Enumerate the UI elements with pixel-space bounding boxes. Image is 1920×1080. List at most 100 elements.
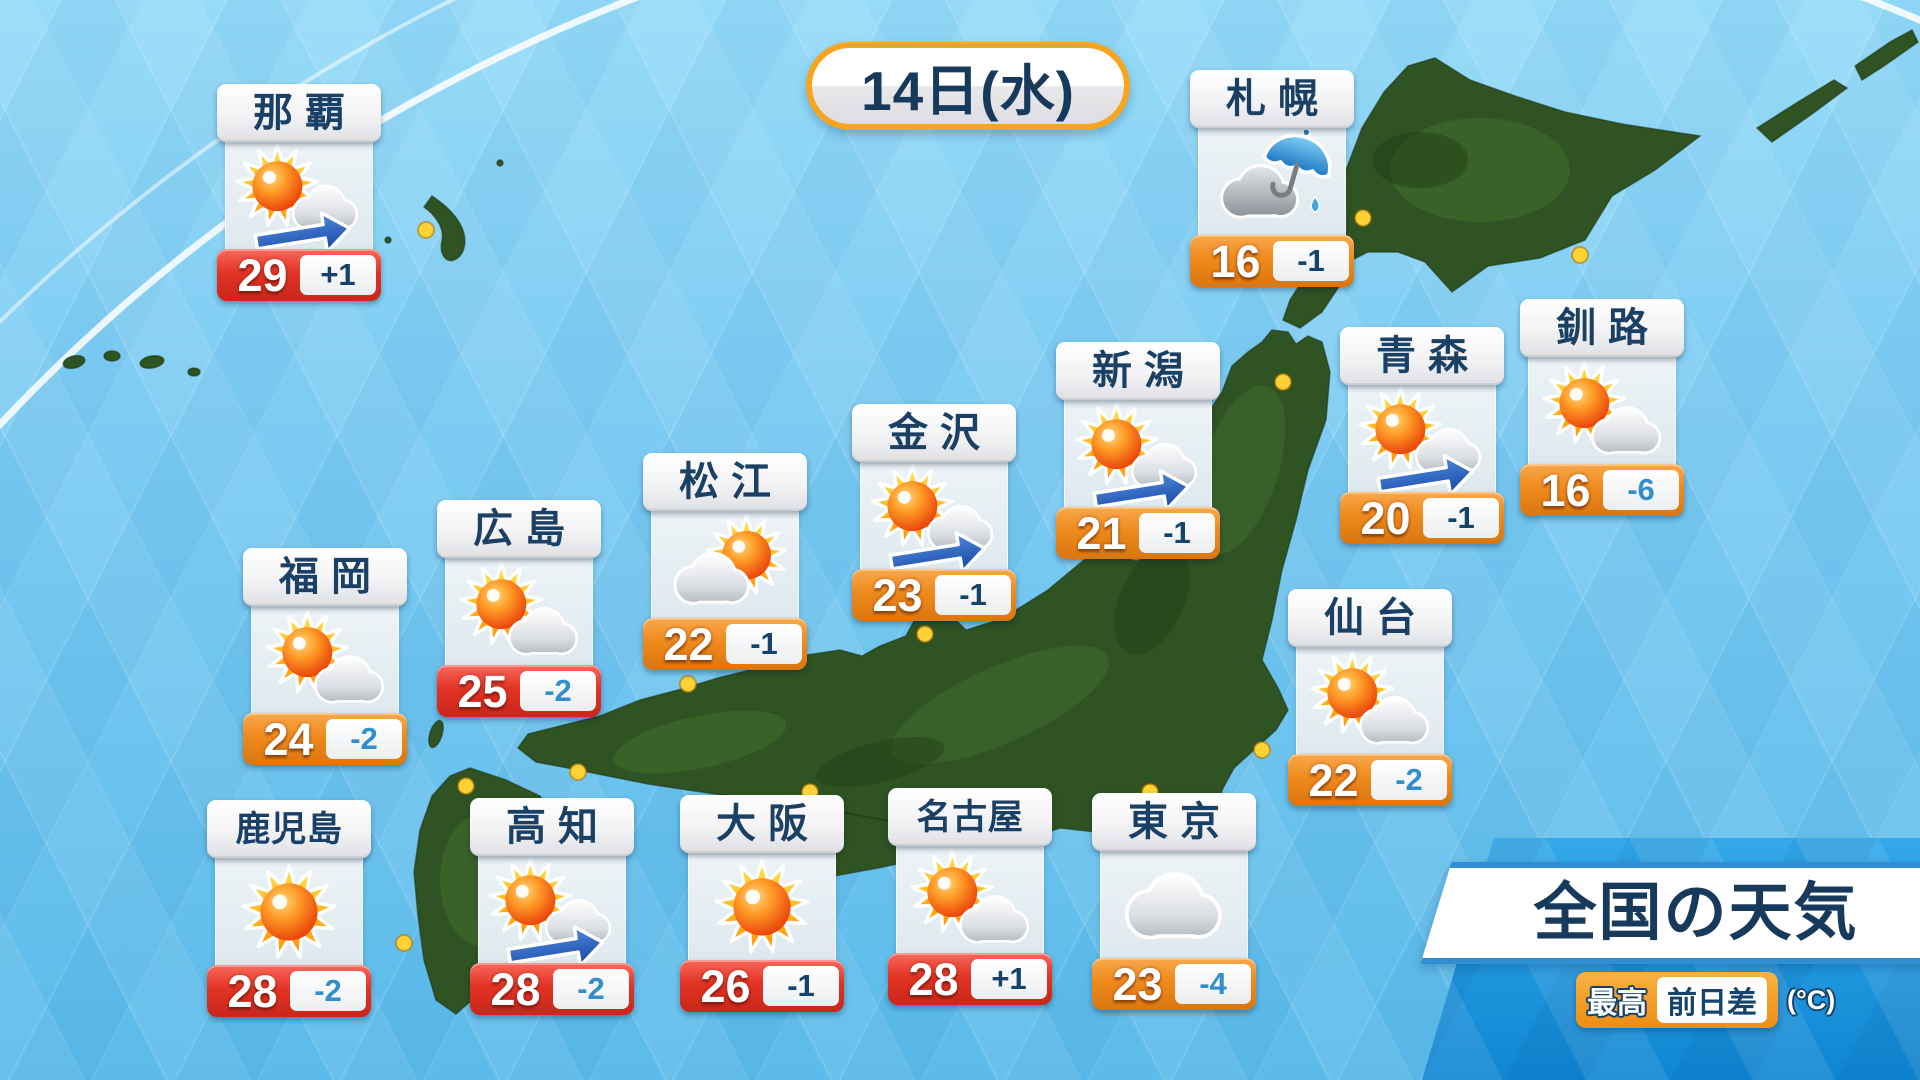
sun-and-cloud-icon bbox=[265, 610, 385, 704]
legend-diff-label: 前日差 bbox=[1657, 977, 1767, 1023]
legend-max-label: 最高 bbox=[1587, 987, 1647, 1020]
city-weather-card: 那覇 29 +1 bbox=[217, 84, 381, 301]
temp-diff-badge: -2 bbox=[1371, 760, 1447, 800]
cloudy-with-umbrella-icon bbox=[1220, 128, 1332, 219]
city-name-header: 新潟 bbox=[1056, 342, 1220, 400]
temp-diff-badge: +1 bbox=[971, 959, 1047, 999]
city-name: 釧路 bbox=[1556, 306, 1660, 350]
city-weather-card: 金沢 23 -1 bbox=[852, 404, 1016, 621]
weather-icon-area bbox=[1296, 642, 1444, 760]
max-temperature: 21 bbox=[1076, 507, 1127, 559]
city-name-header: 仙台 bbox=[1288, 589, 1452, 647]
weather-icon-area bbox=[215, 853, 363, 971]
temp-diff-badge: -2 bbox=[553, 969, 629, 1009]
weather-icon-area bbox=[1198, 123, 1346, 241]
temp-diff-badge: -2 bbox=[326, 719, 402, 759]
temp-diff-badge: -1 bbox=[1423, 498, 1499, 538]
city-location-dot bbox=[569, 763, 587, 781]
temperature-bar: 16 -6 bbox=[1520, 464, 1684, 516]
city-name-header: 鹿児島 bbox=[207, 800, 371, 858]
city-name: 大阪 bbox=[716, 802, 820, 846]
page-title: 全国の天気 bbox=[1533, 878, 1859, 948]
sun-and-cloud-icon bbox=[910, 850, 1030, 944]
max-temperature: 26 bbox=[700, 960, 751, 1012]
temp-diff-badge: -1 bbox=[935, 575, 1011, 615]
temperature-bar: 20 -1 bbox=[1340, 492, 1504, 544]
weather-icon-area bbox=[860, 457, 1008, 575]
city-name-header: 松江 bbox=[643, 453, 807, 511]
temp-diff-badge: -4 bbox=[1175, 964, 1251, 1004]
island-landmass bbox=[187, 367, 201, 377]
legend-pill: 最高 前日差 bbox=[1576, 972, 1778, 1028]
sun-then-cloud-icon bbox=[235, 144, 359, 251]
weather-icon-area bbox=[1064, 395, 1212, 513]
city-name: 金沢 bbox=[888, 411, 992, 455]
island-landmass bbox=[62, 354, 86, 370]
sun-then-cloud-icon bbox=[488, 858, 612, 965]
temperature-bar: 29 +1 bbox=[217, 249, 381, 301]
city-location-dot bbox=[1354, 209, 1372, 227]
max-temperature: 20 bbox=[1360, 492, 1411, 544]
city-name: 広島 bbox=[473, 507, 577, 551]
sunny-icon bbox=[714, 859, 810, 954]
city-name-header: 福岡 bbox=[243, 548, 407, 606]
weather-icon-area bbox=[1348, 380, 1496, 498]
sun-then-cloud-icon bbox=[1358, 387, 1482, 494]
weather-icon-area bbox=[478, 851, 626, 969]
temperature-bar: 28 -2 bbox=[470, 963, 634, 1015]
city-location-dot bbox=[916, 625, 934, 643]
max-temperature: 28 bbox=[227, 965, 278, 1017]
city-name: 東京 bbox=[1128, 800, 1232, 844]
city-weather-card: 大阪 26 -1 bbox=[680, 795, 844, 1012]
city-name: 青森 bbox=[1376, 334, 1480, 378]
temperature-bar: 25 -2 bbox=[437, 665, 601, 717]
temperature-bar: 22 -2 bbox=[1288, 754, 1452, 806]
max-temperature: 24 bbox=[263, 713, 314, 765]
island-landmass bbox=[1755, 79, 1849, 143]
city-weather-card: 札幌 16 -1 bbox=[1190, 70, 1354, 287]
city-location-dot bbox=[679, 675, 697, 693]
city-weather-card: 鹿児島 28 -2 bbox=[207, 800, 371, 1017]
city-name: 名古屋 bbox=[916, 797, 1024, 837]
island-landmass bbox=[139, 354, 165, 370]
city-weather-card: 福岡 24 -2 bbox=[243, 548, 407, 765]
temperature-legend: 最高 前日差 (°C) bbox=[1576, 972, 1835, 1028]
island-landmass bbox=[1854, 28, 1919, 82]
city-weather-card: 広島 25 -2 bbox=[437, 500, 601, 717]
city-location-dot bbox=[417, 221, 435, 239]
weather-icon-area bbox=[225, 137, 373, 255]
city-weather-card: 名古屋 28 +1 bbox=[888, 788, 1052, 1005]
weather-icon-area bbox=[651, 506, 799, 624]
sun-then-cloud-icon bbox=[870, 464, 994, 571]
weather-icon-area bbox=[445, 553, 593, 671]
temp-diff-badge: -1 bbox=[763, 966, 839, 1006]
city-weather-card: 新潟 21 -1 bbox=[1056, 342, 1220, 559]
city-name-header: 金沢 bbox=[852, 404, 1016, 462]
city-weather-card: 青森 20 -1 bbox=[1340, 327, 1504, 544]
temp-diff-badge: -1 bbox=[1273, 241, 1349, 281]
temperature-bar: 21 -1 bbox=[1056, 507, 1220, 559]
temperature-bar: 16 -1 bbox=[1190, 235, 1354, 287]
temp-diff-badge: +1 bbox=[300, 255, 376, 295]
city-name-header: 東京 bbox=[1092, 793, 1256, 851]
city-name: 福岡 bbox=[279, 555, 383, 599]
city-name: 松江 bbox=[679, 460, 783, 504]
city-weather-card: 松江 22 -1 bbox=[643, 453, 807, 670]
city-name: 高知 bbox=[506, 805, 610, 849]
max-temperature: 22 bbox=[663, 618, 714, 670]
max-temperature: 25 bbox=[457, 665, 508, 717]
weather-icon-area bbox=[1100, 846, 1248, 964]
max-temperature: 23 bbox=[872, 569, 923, 621]
city-name: 札幌 bbox=[1226, 77, 1330, 121]
city-name-header: 那覇 bbox=[217, 84, 381, 142]
temperature-bar: 23 -4 bbox=[1092, 958, 1256, 1010]
city-weather-card: 仙台 22 -2 bbox=[1288, 589, 1452, 806]
legend-unit-label: (°C) bbox=[1787, 984, 1836, 1015]
city-weather-card: 東京 23 -4 bbox=[1092, 793, 1256, 1010]
temp-diff-badge: -2 bbox=[290, 971, 366, 1011]
city-name: 那覇 bbox=[253, 91, 357, 135]
date-badge: 14日(水) bbox=[806, 42, 1130, 130]
cloudy-icon bbox=[1124, 872, 1222, 940]
title-band: 全国の天気 bbox=[1420, 862, 1920, 964]
